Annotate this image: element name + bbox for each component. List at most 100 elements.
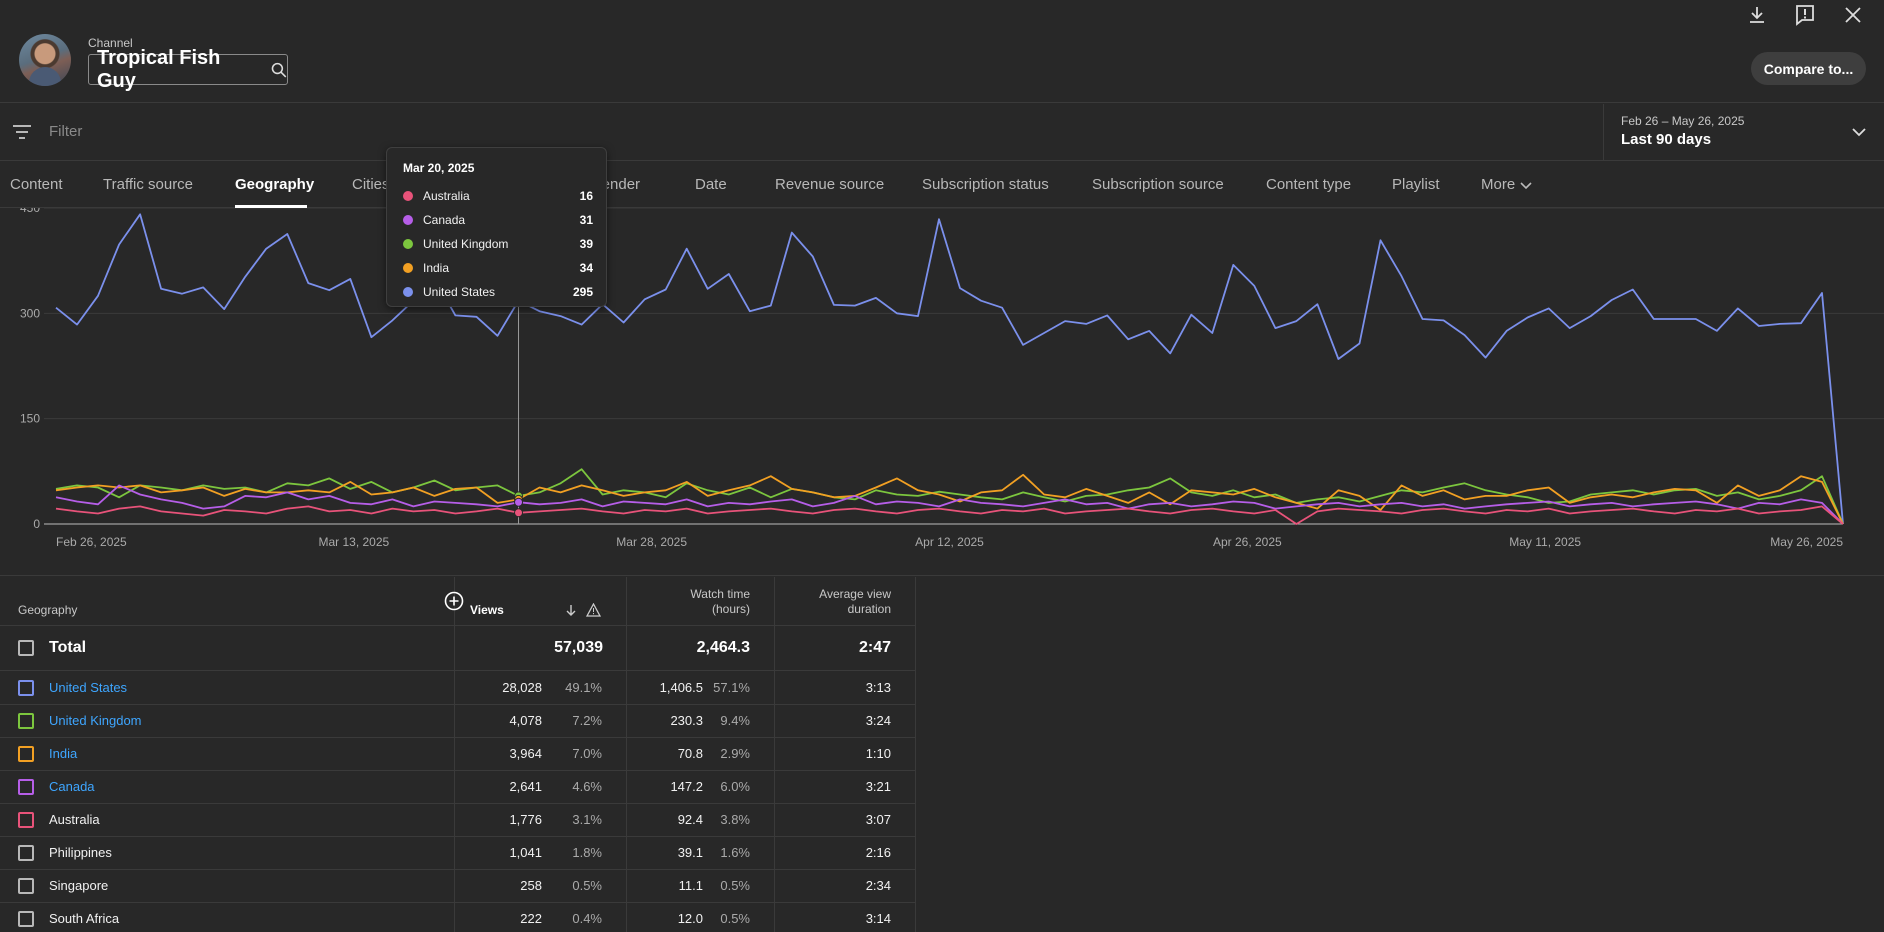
country-name: Australia [49, 812, 100, 827]
tooltip-row: Canada 31 [403, 212, 593, 228]
column-divider [626, 577, 627, 932]
tab-cities[interactable]: Cities [352, 176, 390, 193]
tab-subscription-source[interactable]: Subscription source [1092, 176, 1224, 193]
tab-subscription-status[interactable]: Subscription status [922, 176, 1049, 193]
tab-playlist[interactable]: Playlist [1392, 176, 1440, 193]
watch-time-percent: 9.4% [720, 713, 750, 728]
row-checkbox[interactable] [18, 713, 34, 729]
country-name[interactable]: India [49, 746, 78, 761]
y-tick-label: 0 [33, 517, 40, 531]
row-divider [0, 737, 916, 738]
date-range-label: Last 90 days [1621, 131, 1712, 148]
y-tick-label: 300 [20, 306, 40, 320]
row-divider [0, 704, 916, 705]
row-checkbox[interactable] [18, 911, 34, 927]
tab-date[interactable]: Date [695, 176, 727, 193]
country-name[interactable]: Canada [49, 779, 95, 794]
table-row[interactable]: United Kingdom 4,078 7.2% 230.3 9.4% 3:24 [0, 704, 916, 737]
series-line-australia [55, 505, 1844, 525]
x-tick-label: Feb 26, 2025 [56, 535, 127, 549]
tab-revenue-source[interactable]: Revenue source [775, 176, 885, 193]
chevron-down-icon[interactable] [1518, 177, 1534, 193]
legend-dot [403, 239, 413, 249]
table-row[interactable]: Philippines 1,041 1.8% 39.1 1.6% 2:16 [0, 836, 916, 869]
column-header-watch-time[interactable]: Watch time (hours) [690, 587, 750, 616]
table-row[interactable]: Singapore 258 0.5% 11.1 0.5% 2:34 [0, 869, 916, 902]
row-checkbox[interactable] [18, 779, 34, 795]
series-line-canada [55, 484, 1844, 525]
views-percent: 3.1% [572, 812, 602, 827]
table-row[interactable]: South Africa 222 0.4% 12.0 0.5% 3:14 [0, 902, 916, 932]
legend-dot [403, 263, 413, 273]
tooltip-series-value: 34 [579, 261, 593, 275]
row-divider [0, 836, 916, 837]
line-chart[interactable]: 0 150 300 450 Feb 26, 2025 Mar 13, 2025 Mar 28… [0, 208, 1884, 576]
country-name[interactable]: United Kingdom [49, 713, 142, 728]
sort-descending-icon[interactable] [564, 603, 578, 617]
watch-time-value: 70.8 [677, 746, 703, 761]
views-percent: 7.2% [572, 713, 602, 728]
tab-geography[interactable]: Geography [235, 176, 315, 193]
date-range-picker[interactable]: Feb 26 – May 26, 2025 Last 90 days [1603, 104, 1884, 161]
row-divider [0, 803, 916, 804]
row-checkbox[interactable] [18, 746, 34, 762]
dimension-tabs: Content Traffic source Geography Cities … [0, 162, 1884, 208]
chevron-down-icon[interactable] [1851, 124, 1867, 140]
row-divider [0, 770, 916, 771]
filter-icon[interactable] [12, 124, 32, 140]
views-percent: 7.0% [572, 746, 602, 761]
table-row[interactable]: United States 28,028 49.1% 1,406.5 57.1% 3:13 [0, 671, 916, 704]
search-icon[interactable] [271, 62, 287, 78]
total-checkbox[interactable] [18, 640, 34, 656]
filter-input[interactable]: Filter [49, 123, 83, 140]
tab-content[interactable]: Content [10, 176, 63, 193]
total-avg-duration: 2:47 [858, 639, 891, 656]
views-value: 1,041 [509, 845, 542, 860]
table-row[interactable]: India 3,964 7.0% 70.8 2.9% 1:10 [0, 737, 916, 770]
tab-content-type[interactable]: Content type [1266, 176, 1352, 193]
row-checkbox[interactable] [18, 812, 34, 828]
views-value: 1,776 [509, 812, 542, 827]
watch-time-percent: 6.0% [720, 779, 750, 794]
country-name[interactable]: United States [49, 680, 128, 695]
tab-traffic-source[interactable]: Traffic source [103, 176, 194, 193]
column-header-avg-view-duration[interactable]: Average view duration [819, 587, 891, 616]
compare-to-button[interactable]: Compare to... [1751, 52, 1866, 85]
warning-icon[interactable] [586, 603, 601, 617]
column-header-geography[interactable]: Geography [18, 603, 78, 617]
tooltip-series-value: 295 [572, 285, 593, 299]
avg-duration-value: 3:24 [865, 713, 891, 728]
views-percent: 0.5% [572, 878, 602, 893]
tooltip-series-name: India [423, 261, 450, 275]
channel-selector[interactable]: Tropical Fish Guy [88, 47, 288, 92]
row-checkbox[interactable] [18, 845, 34, 861]
tab-more[interactable]: More [1481, 176, 1516, 193]
table-row[interactable]: Australia 1,776 3.1% 92.4 3.8% 3:07 [0, 803, 916, 836]
column-divider [774, 577, 775, 932]
views-percent: 49.1% [565, 680, 602, 695]
download-icon[interactable] [1745, 3, 1769, 27]
channel-name: Tropical Fish Guy [97, 46, 221, 92]
views-value: 222 [520, 911, 542, 926]
watch-time-value: 147.2 [670, 779, 703, 794]
filter-bar: Filter Feb 26 – May 26, 2025 Last 90 day… [0, 104, 1884, 161]
column-header-views[interactable]: Views [470, 603, 504, 617]
watch-time-value: 1,406.5 [659, 680, 703, 695]
total-label: Total [49, 639, 87, 656]
row-checkbox[interactable] [18, 878, 34, 894]
avg-duration-value: 3:14 [865, 911, 891, 926]
x-tick-label: Apr 26, 2025 [1213, 535, 1282, 549]
row-divider [0, 670, 916, 671]
row-checkbox[interactable] [18, 680, 34, 696]
geography-chart[interactable]: 0 150 300 450 Feb 26, 2025 Mar 13, 2025 Mar 28… [0, 208, 1884, 576]
feedback-icon[interactable] [1793, 3, 1817, 27]
add-column-icon[interactable] [444, 591, 464, 611]
watch-time-percent: 57.1% [713, 680, 750, 695]
total-views: 57,039 [554, 639, 603, 656]
close-icon[interactable] [1841, 3, 1865, 27]
tooltip-series-value: 31 [579, 213, 593, 227]
views-percent: 0.4% [572, 911, 602, 926]
hover-marker [514, 497, 524, 507]
avg-duration-value: 2:34 [865, 878, 891, 893]
table-row[interactable]: Canada 2,641 4.6% 147.2 6.0% 3:21 [0, 770, 916, 803]
